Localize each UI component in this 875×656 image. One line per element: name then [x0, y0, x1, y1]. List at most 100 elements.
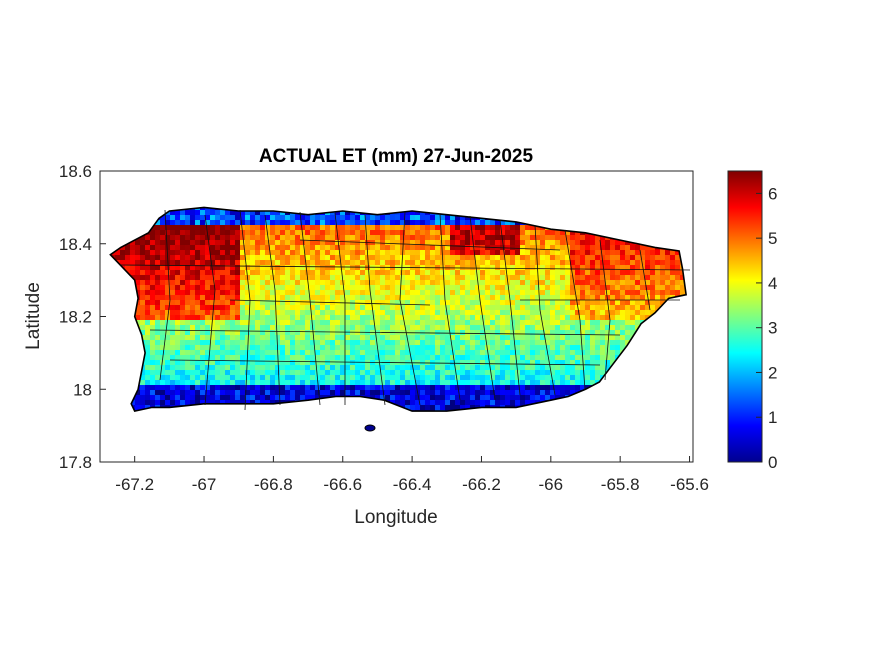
- et-cell: [390, 355, 396, 361]
- et-cell: [490, 270, 496, 276]
- et-cell: [525, 285, 531, 291]
- et-cell: [435, 335, 441, 341]
- et-cell: [545, 250, 551, 256]
- et-cell: [190, 375, 196, 381]
- et-cell: [230, 340, 236, 346]
- et-cell: [525, 395, 531, 401]
- et-cell: [300, 380, 306, 386]
- et-cell: [185, 245, 191, 251]
- et-cell: [520, 295, 526, 301]
- et-cell: [525, 320, 531, 326]
- et-cell: [305, 265, 311, 271]
- et-cell: [410, 335, 416, 341]
- et-cell: [160, 265, 166, 271]
- et-cell: [280, 280, 286, 286]
- et-cell: [365, 285, 371, 291]
- et-cell: [565, 365, 571, 371]
- et-cell: [290, 270, 296, 276]
- et-cell: [510, 285, 516, 291]
- et-cell: [475, 245, 481, 251]
- et-cell: [340, 380, 346, 386]
- et-cell: [475, 220, 481, 226]
- et-cell: [135, 265, 141, 271]
- et-cell: [325, 390, 331, 396]
- et-cell: [425, 400, 431, 406]
- et-cell: [195, 380, 201, 386]
- et-cell: [240, 350, 246, 356]
- et-cell: [525, 275, 531, 281]
- et-cell: [175, 370, 181, 376]
- et-cell: [420, 350, 426, 356]
- et-cell: [165, 345, 171, 351]
- et-cell: [415, 345, 421, 351]
- et-cell: [215, 325, 221, 331]
- et-cell: [540, 345, 546, 351]
- et-cell: [445, 305, 451, 311]
- et-cell: [450, 260, 456, 266]
- et-cell: [410, 315, 416, 321]
- et-cell: [150, 290, 156, 296]
- et-cell: [500, 235, 506, 241]
- et-cell: [225, 385, 231, 391]
- et-cell: [400, 280, 406, 286]
- et-cell: [455, 335, 461, 341]
- et-cell: [170, 350, 176, 356]
- et-cell: [140, 400, 146, 406]
- et-cell: [340, 305, 346, 311]
- et-cell: [515, 260, 521, 266]
- et-cell: [195, 340, 201, 346]
- et-cell: [430, 350, 436, 356]
- et-cell: [155, 305, 161, 311]
- et-cell: [335, 210, 341, 216]
- et-cell: [560, 285, 566, 291]
- et-cell: [535, 325, 541, 331]
- et-cell: [440, 390, 446, 396]
- et-cell: [200, 375, 206, 381]
- et-cell: [170, 370, 176, 376]
- et-cell: [160, 300, 166, 306]
- et-cell: [350, 380, 356, 386]
- et-cell: [215, 235, 221, 241]
- et-cell: [505, 270, 511, 276]
- et-cell: [545, 395, 551, 401]
- et-cell: [480, 360, 486, 366]
- et-cell: [295, 345, 301, 351]
- et-cell: [205, 305, 211, 311]
- et-cell: [460, 225, 466, 231]
- et-cell: [530, 280, 536, 286]
- et-cell: [315, 255, 321, 261]
- et-cell: [590, 325, 596, 331]
- et-cell: [460, 290, 466, 296]
- et-cell: [570, 280, 576, 286]
- et-cell: [265, 215, 271, 221]
- et-cell: [450, 395, 456, 401]
- et-cell: [475, 370, 481, 376]
- et-cell: [240, 365, 246, 371]
- et-cell: [480, 340, 486, 346]
- et-cell: [440, 315, 446, 321]
- et-cell: [515, 255, 521, 261]
- et-cell: [340, 215, 346, 221]
- et-cell: [315, 275, 321, 281]
- et-cell: [370, 375, 376, 381]
- et-cell: [185, 360, 191, 366]
- et-cell: [295, 290, 301, 296]
- et-cell: [520, 260, 526, 266]
- et-cell: [590, 320, 596, 326]
- et-cell: [600, 240, 606, 246]
- et-cell: [290, 370, 296, 376]
- et-cell: [160, 310, 166, 316]
- et-cell: [615, 265, 621, 271]
- et-cell: [145, 350, 151, 356]
- et-cell: [205, 245, 211, 251]
- et-cell: [440, 365, 446, 371]
- et-cell: [600, 365, 606, 371]
- et-cell: [320, 380, 326, 386]
- et-cell: [175, 230, 181, 236]
- et-cell: [250, 340, 256, 346]
- et-cell: [310, 275, 316, 281]
- et-cell: [505, 240, 511, 246]
- et-cell: [290, 350, 296, 356]
- et-cell: [155, 315, 161, 321]
- et-cell: [260, 320, 266, 326]
